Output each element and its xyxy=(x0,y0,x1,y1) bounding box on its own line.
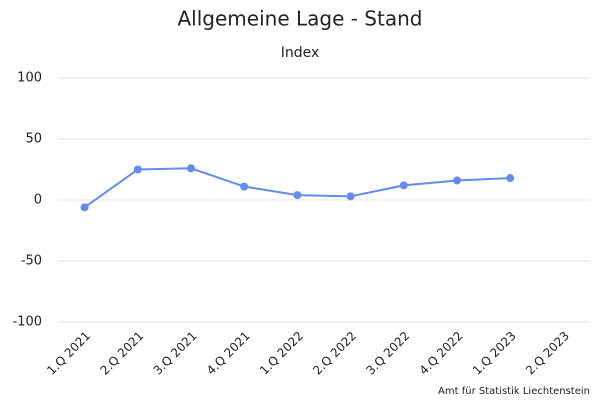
x-tick-label: 1.Q 2021 xyxy=(44,329,93,378)
point xyxy=(399,181,408,190)
y-tick-label: 100 xyxy=(17,71,42,86)
y-tick-label: -50 xyxy=(21,254,42,269)
x-tick-label: 3.Q 2022 xyxy=(363,329,412,378)
x-tick-label: 1.Q 2022 xyxy=(257,329,306,378)
x-tick-label: 4.Q 2021 xyxy=(204,329,253,378)
point xyxy=(453,176,461,185)
credit: Amt für Statistik Liechtenstein xyxy=(438,386,590,397)
point xyxy=(240,182,249,191)
x-tick-label: 1.Q 2023 xyxy=(470,329,519,378)
point xyxy=(346,192,355,201)
y-tick-label: 50 xyxy=(25,132,42,147)
point xyxy=(187,164,195,173)
x-tick-label: 2.Q 2023 xyxy=(523,329,572,378)
chart-subtitle: Index xyxy=(281,45,320,61)
x-tick-label: 2.Q 2021 xyxy=(97,329,146,378)
chart-title: Allgemeine Lage - Stand xyxy=(178,7,423,31)
x-tick-label: 3.Q 2021 xyxy=(151,329,200,378)
x-tick-label: 4.Q 2022 xyxy=(417,329,466,378)
line xyxy=(84,167,511,209)
point xyxy=(133,165,142,174)
point xyxy=(80,203,89,212)
point xyxy=(293,191,302,200)
point xyxy=(506,174,515,183)
y-tick-label: -100 xyxy=(12,315,42,330)
y-tick-label: 0 xyxy=(34,193,42,208)
x-tick-label: 2.Q 2022 xyxy=(310,329,359,378)
